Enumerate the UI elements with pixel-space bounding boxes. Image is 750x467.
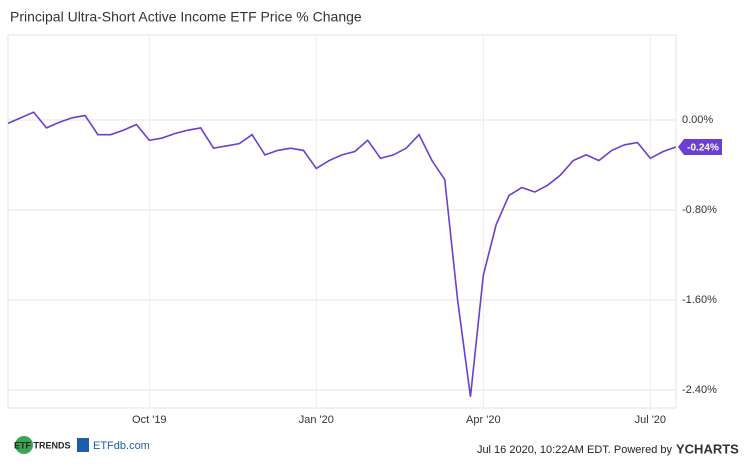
- logo-etf-trends: ETF TRENDS: [14, 440, 71, 450]
- logo-icon: [15, 436, 33, 454]
- chart-title: Principal Ultra-Short Active Income ETF …: [10, 9, 362, 25]
- x-tick-label: Jan '20: [299, 414, 334, 426]
- x-tick-label: Apr '20: [466, 414, 501, 426]
- brand: YCHARTS: [676, 441, 739, 456]
- end-label-box: [678, 139, 722, 156]
- timestamp: Jul 16 2020, 10:22AM EDT. Powered by: [477, 444, 673, 456]
- y-tick-label: -1.60%: [682, 294, 717, 306]
- line: [7, 111, 677, 397]
- logo-etfdb: ETFdb.com: [93, 440, 150, 452]
- y-tick-label: 0.00%: [682, 114, 713, 126]
- y-tick-label: -0.80%: [682, 204, 717, 216]
- plot-frame: [7, 34, 677, 409]
- end-label: -0.24%: [687, 143, 719, 154]
- x-tick-label: Jul '20: [635, 414, 666, 426]
- logo-icon: [77, 438, 89, 452]
- x-tick-label: Oct '19: [132, 414, 167, 426]
- y-tick-label: -2.40%: [682, 384, 717, 396]
